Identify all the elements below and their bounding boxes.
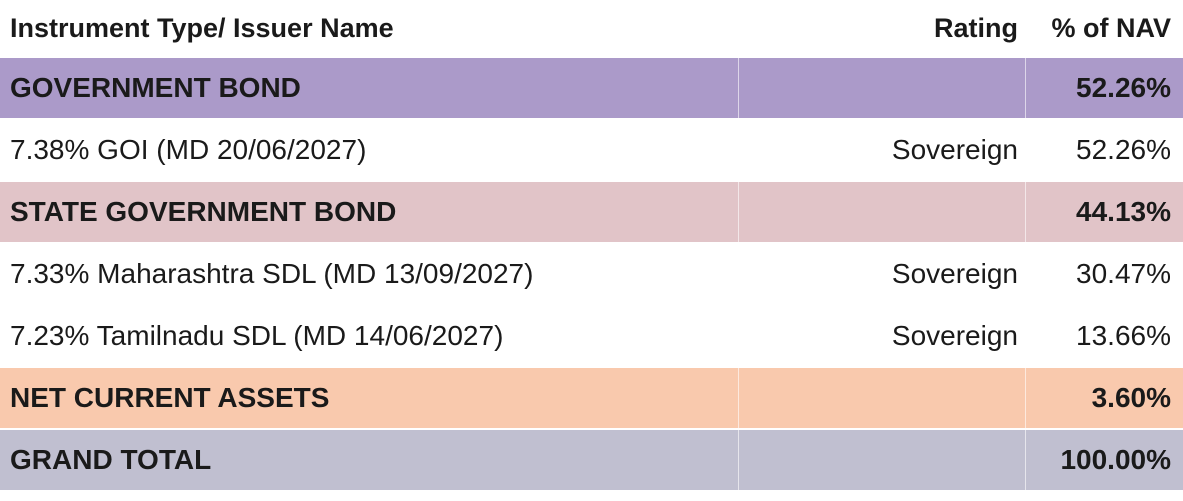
header-rating: Rating: [934, 13, 1018, 43]
row-nav: 52.26%: [1076, 134, 1171, 165]
table-header-row: Instrument Type/ Issuer Name Rating % of…: [0, 0, 1183, 57]
row-rating: Sovereign: [891, 320, 1018, 351]
row-rating: [738, 58, 1026, 118]
header-issuer-name: Instrument Type/ Issuer Name: [10, 13, 394, 43]
category-row-net-current-assets: NET CURRENT ASSETS 3.60%: [0, 367, 1183, 429]
table-row: 7.33% Maharashtra SDL (MD 13/09/2027) So…: [0, 243, 1183, 305]
table-row: 7.23% Tamilnadu SDL (MD 14/06/2027) Sove…: [0, 305, 1183, 367]
row-name: STATE GOVERNMENT BOND: [10, 196, 397, 227]
row-nav: 13.66%: [1076, 320, 1171, 351]
category-row-state-government-bond: STATE GOVERNMENT BOND 44.13%: [0, 181, 1183, 243]
header-percent-nav: % of NAV: [1051, 13, 1172, 43]
row-nav: 3.60%: [1091, 382, 1171, 413]
row-name: GOVERNMENT BOND: [10, 72, 301, 103]
row-rating: Sovereign: [891, 134, 1018, 165]
row-name: GRAND TOTAL: [10, 444, 212, 475]
table-row: 7.38% GOI (MD 20/06/2027) Sovereign 52.2…: [0, 119, 1183, 181]
row-name: NET CURRENT ASSETS: [10, 382, 330, 413]
row-rating: [738, 182, 1026, 242]
category-row-grand-total: GRAND TOTAL 100.00%: [0, 429, 1183, 491]
row-nav: 100.00%: [1060, 444, 1171, 475]
category-row-government-bond: GOVERNMENT BOND 52.26%: [0, 57, 1183, 119]
row-rating: [738, 430, 1026, 490]
row-name: 7.23% Tamilnadu SDL (MD 14/06/2027): [10, 320, 504, 351]
row-rating: Sovereign: [891, 258, 1018, 289]
row-nav: 52.26%: [1076, 72, 1171, 103]
row-name: 7.33% Maharashtra SDL (MD 13/09/2027): [10, 258, 534, 289]
row-nav: 30.47%: [1076, 258, 1171, 289]
row-nav: 44.13%: [1076, 196, 1171, 227]
row-name: 7.38% GOI (MD 20/06/2027): [10, 134, 367, 165]
row-rating: [738, 368, 1026, 428]
